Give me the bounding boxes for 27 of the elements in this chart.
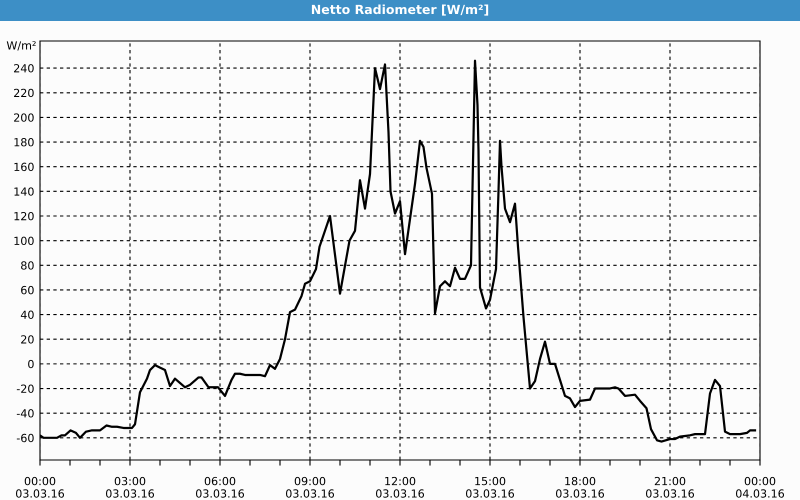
y-tick-label: 80 xyxy=(21,261,34,270)
x-tick-label: 09:00 03.03.16 xyxy=(286,476,334,498)
y-tick-label: 140 xyxy=(14,187,34,196)
y-tick-label: -60 xyxy=(16,434,34,442)
y-tick-label: 220 xyxy=(14,88,34,98)
y-axis-title: W/m² xyxy=(6,41,36,50)
y-tick-label: 60 xyxy=(21,286,34,294)
x-tick-label: 21:00 03.03.16 xyxy=(646,476,694,498)
x-tick-label: 15:00 03.03.16 xyxy=(466,476,514,498)
y-tick-label: 40 xyxy=(20,310,34,319)
y-tick-label: 0 xyxy=(28,360,34,368)
y-tick-label: 100 xyxy=(14,236,34,246)
x-tick-label: 12:00 03.03.16 xyxy=(376,476,424,498)
chart-title: Netto Radiometer [W/m²] xyxy=(312,4,488,16)
y-tick-label: 120 xyxy=(14,212,34,220)
y-tick-label: -20 xyxy=(16,384,34,393)
y-tick-label: 20 xyxy=(21,335,34,344)
y-tick-label: -40 xyxy=(16,409,34,418)
x-tick-label: 18:00 03.03.16 xyxy=(556,476,604,498)
x-tick-label: 00:00 03.03.16 xyxy=(16,476,64,498)
y-tick-label: 240 xyxy=(14,64,34,72)
y-tick-label: 200 xyxy=(14,113,34,122)
y-tick-label: 160 xyxy=(14,162,34,172)
x-tick-label: 06:00 03.03.16 xyxy=(196,476,244,498)
y-tick-label: 180 xyxy=(14,138,34,146)
x-tick-label: 03:00 03.03.16 xyxy=(106,476,154,498)
x-tick-label: 00:00 04.03.16 xyxy=(736,476,784,498)
